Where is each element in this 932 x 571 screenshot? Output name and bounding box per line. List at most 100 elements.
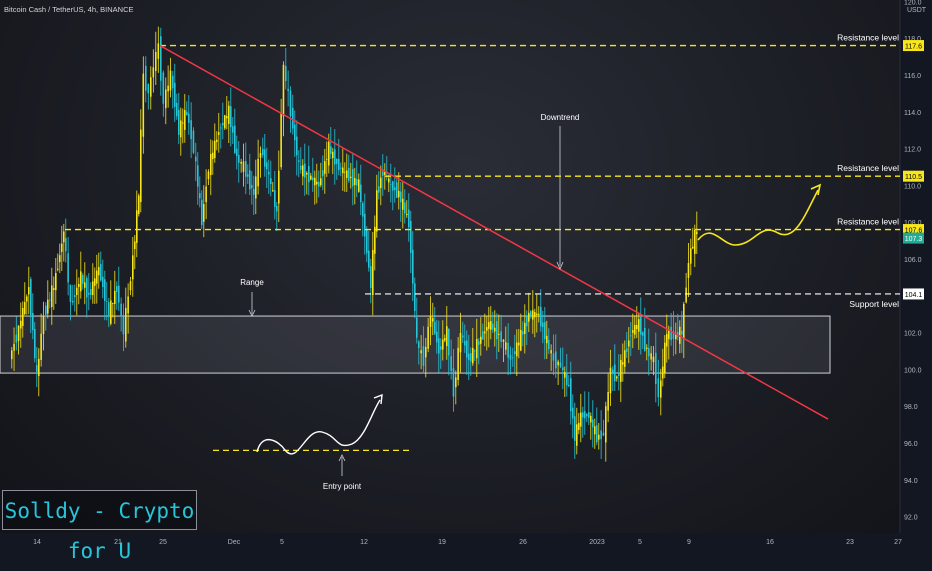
candle-body [466, 340, 468, 358]
candle-body [600, 430, 602, 440]
candle-body [514, 351, 516, 354]
candle-body [203, 204, 205, 222]
candle-body [76, 287, 78, 296]
candle-body [438, 338, 440, 354]
price-tick-label: 120.0 [904, 0, 922, 6]
candle-body [142, 73, 145, 137]
price-chart[interactable]: USDT92.094.096.098.0100.0102.0104.0106.0… [0, 0, 932, 550]
candle-body [538, 313, 540, 315]
price-tick-label: 92.0 [904, 515, 918, 522]
candle-body [230, 106, 232, 128]
candle-body [524, 322, 526, 335]
candle-body [346, 170, 348, 179]
candle-body [136, 210, 138, 243]
candle-body [446, 326, 448, 347]
candle-body [692, 246, 694, 249]
candle-body [368, 250, 370, 268]
candle-body [296, 136, 298, 156]
time-tick-label: 9 [687, 539, 691, 546]
candle-body [494, 327, 496, 332]
candle-body [199, 193, 201, 199]
candle-body [412, 249, 414, 284]
entry-point-label: Entry point [323, 482, 362, 491]
time-tick-label: 21 [114, 539, 122, 546]
candle-body [362, 202, 364, 217]
resistance-label: Resistance level [837, 163, 899, 173]
time-axis[interactable] [0, 533, 932, 550]
candle-body [201, 199, 203, 226]
candle-body [588, 412, 590, 418]
candle-body [396, 182, 398, 198]
candle-body [482, 331, 484, 340]
price-tag [903, 288, 924, 300]
candle-body [516, 342, 518, 357]
candle-body [620, 359, 622, 382]
candle-body [616, 376, 618, 379]
candle-body [266, 162, 268, 170]
candle-body [570, 378, 572, 412]
candle-body [652, 356, 655, 363]
candle-body [49, 299, 51, 301]
candle-body [646, 347, 648, 349]
candle-body [496, 321, 498, 340]
target-projection-curve [697, 189, 819, 246]
candle-body [274, 190, 276, 207]
candle-body [584, 411, 586, 419]
candle-body [408, 209, 410, 228]
time-tick-label: 12 [360, 539, 368, 546]
candle-body [550, 350, 552, 354]
price-axis[interactable] [900, 0, 932, 550]
candle-body [578, 422, 580, 430]
candle-body [326, 158, 328, 160]
candle-body [442, 339, 444, 350]
candle-body [165, 89, 167, 109]
candle-body [222, 122, 224, 126]
candle-body [224, 115, 226, 129]
candle-body [376, 190, 378, 232]
candle-body [564, 372, 566, 378]
candle-body [318, 181, 320, 187]
candle-body [630, 335, 632, 337]
candle-body [102, 276, 104, 287]
candle-body [188, 113, 190, 123]
candle-body [264, 149, 266, 167]
candle-body [13, 343, 15, 351]
candle-body [17, 325, 20, 341]
candle-body [348, 167, 350, 181]
candle-body [100, 264, 102, 281]
candle-body [614, 364, 616, 382]
candle-body [247, 174, 249, 177]
candle-body [210, 153, 212, 175]
candle-body [205, 186, 207, 203]
candle-body [544, 322, 546, 340]
downtrend-line[interactable] [159, 44, 829, 420]
candle-body [312, 177, 314, 181]
candle-body [98, 267, 100, 276]
candle-body [51, 285, 53, 308]
candle-body [632, 330, 634, 333]
candle-body [530, 311, 532, 317]
candle-body [414, 283, 416, 311]
candle-body [176, 102, 178, 117]
candle-body [664, 342, 666, 374]
candle-body [696, 231, 698, 235]
price-tag [903, 224, 924, 236]
price-tick-label: 112.0 [904, 147, 921, 154]
candle-body [444, 338, 446, 341]
candle-body [125, 307, 127, 342]
candle-body [172, 75, 174, 89]
candle-body [628, 340, 630, 347]
candle-body [300, 165, 302, 170]
candle-body [160, 36, 162, 81]
candle-body [548, 339, 550, 350]
candle-body [255, 176, 257, 199]
candle-body [436, 331, 438, 343]
price-tick-label: 116.0 [904, 73, 921, 80]
range-box[interactable] [0, 315, 831, 374]
candle-body [116, 286, 118, 292]
candle-body [84, 282, 86, 288]
candle-body [540, 306, 542, 327]
candle-body [322, 170, 324, 177]
price-tag [903, 232, 924, 244]
candle-body [655, 352, 657, 384]
